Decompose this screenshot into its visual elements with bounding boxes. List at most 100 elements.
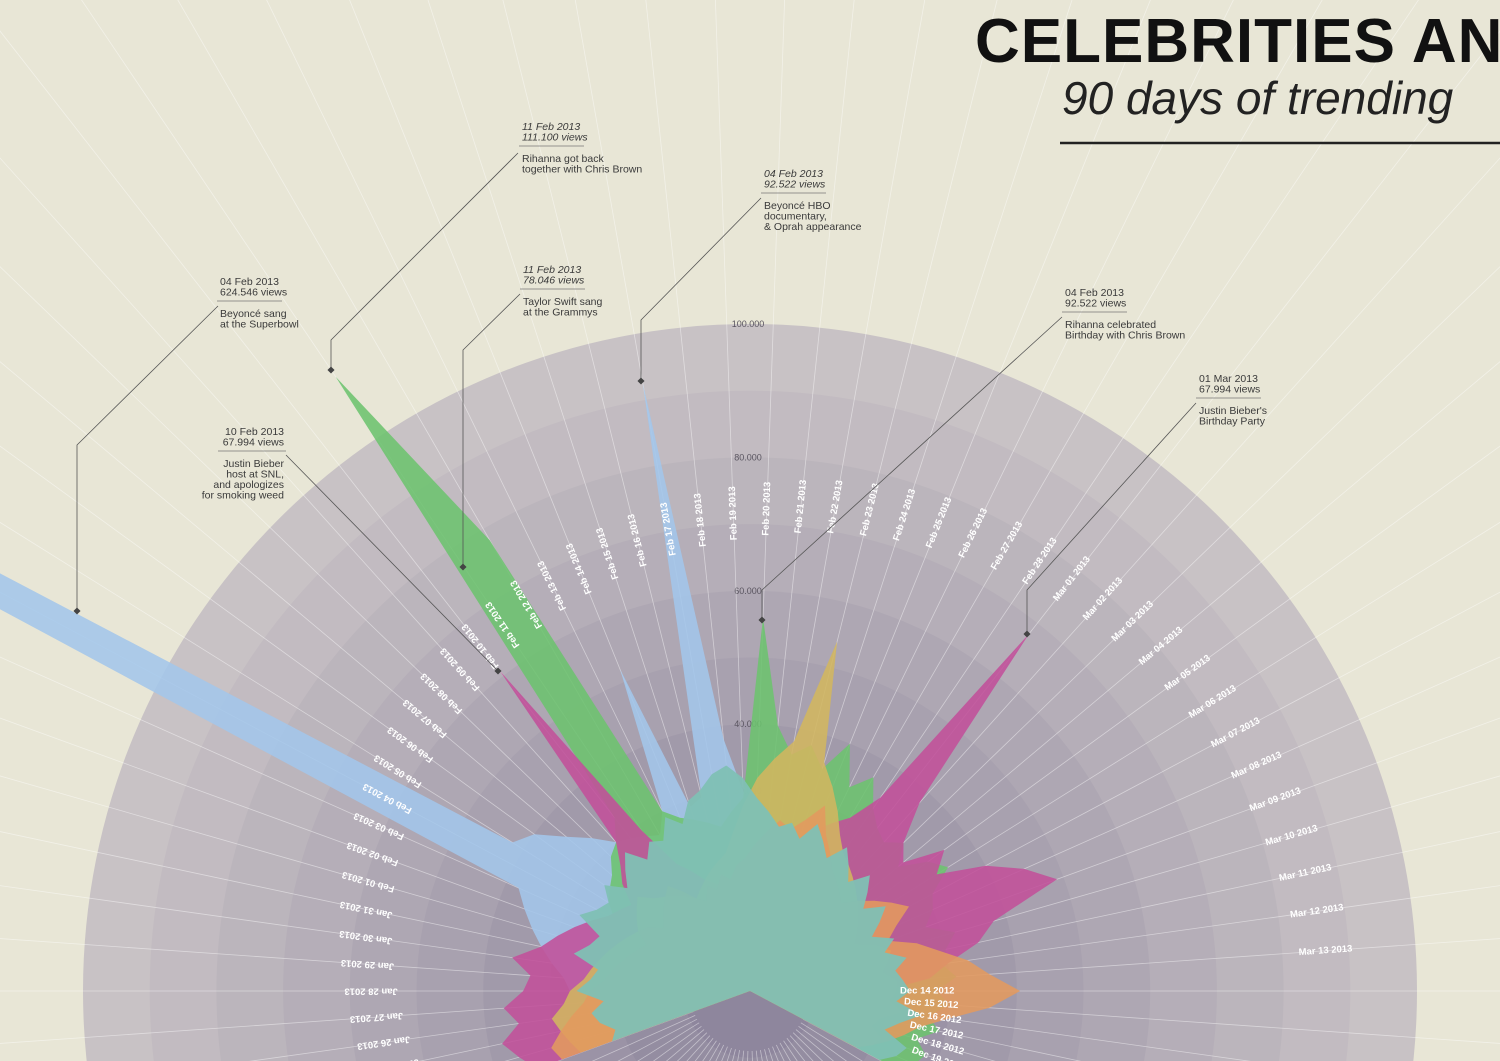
- annotation-text: Justin Bieber's: [1199, 405, 1267, 417]
- category-label: Feb 20 2013: [760, 482, 773, 536]
- spoke: [809, 998, 1251, 1061]
- annotation-views: 92.522 views: [1065, 298, 1126, 310]
- spoke: [0, 445, 702, 957]
- marker: [73, 607, 81, 615]
- spoke: [804, 656, 1500, 967]
- spoke: [714, 0, 749, 932]
- annotation-date: 04 Feb 2013: [1065, 287, 1124, 299]
- spoke: [0, 994, 691, 1044]
- series-area: [573, 765, 922, 1060]
- spoke: [0, 157, 711, 947]
- spoke: [775, 0, 1234, 938]
- annotation-views: 624.546 views: [220, 287, 287, 299]
- spoke: [0, 938, 691, 988]
- spoke: [798, 445, 1500, 957]
- spoke: [783, 0, 1419, 942]
- category-label: Jan 29 2013: [341, 957, 395, 972]
- category-label: Mar 13 2013: [1298, 943, 1353, 958]
- annotation-text: Beyoncé HBO: [764, 200, 831, 212]
- y-tick-label: 80.000: [734, 452, 762, 462]
- chart-title: CELEBRITIES AN: [975, 7, 1500, 76]
- spoke: [0, 775, 693, 975]
- spoke: [0, 656, 696, 967]
- category-label: Jan 27 2013: [349, 1010, 403, 1025]
- marker: [637, 377, 645, 385]
- annotation-text: host at SNL,: [226, 469, 284, 481]
- spoke: [808, 1003, 1082, 1061]
- annotation-text: Rihanna got back: [522, 153, 604, 165]
- marker: [459, 563, 467, 571]
- annotation-text: documentary,: [764, 211, 827, 223]
- leader-line: [462, 293, 521, 567]
- annotation-views: 111.100 views: [522, 132, 588, 144]
- annotation-text: Taylor Swift sang: [523, 296, 603, 308]
- spoke: [800, 521, 1500, 960]
- marker: [758, 616, 766, 624]
- spoke: [760, 0, 926, 932]
- spoke: [802, 591, 1500, 964]
- spoke: [779, 0, 1323, 940]
- annotation-text: & Oprah appearance: [764, 221, 862, 233]
- chart-subtitle: 90 days of trending: [1062, 72, 1454, 124]
- spoke: [502, 0, 736, 933]
- spoke: [0, 885, 691, 984]
- y-tick-label: 100.000: [732, 319, 765, 329]
- annotation-text: Rihanna celebrated: [1065, 319, 1156, 331]
- marker: [494, 667, 502, 675]
- annotation-text: together with Chris Brown: [522, 164, 642, 176]
- spoke: [792, 266, 1500, 950]
- annotation-date: 04 Feb 2013: [220, 276, 279, 288]
- annotation-date: 01 Mar 2013: [1199, 373, 1258, 385]
- spoke: [789, 157, 1500, 947]
- category-label: Feb 19 2013: [727, 486, 740, 540]
- spoke: [809, 885, 1500, 984]
- marker: [327, 366, 335, 374]
- annotation-text: Birthday Party: [1199, 416, 1266, 428]
- spoke: [768, 0, 1073, 935]
- annotation-date: 10 Feb 2013: [225, 426, 284, 438]
- spoke: [0, 521, 700, 960]
- leader-line: [330, 152, 519, 370]
- annotation-text: and apologizes: [213, 479, 284, 491]
- spoke: [809, 994, 1500, 1044]
- annotation-views: 67.994 views: [1199, 384, 1260, 396]
- leader-line: [1026, 402, 1197, 634]
- annotation-views: 92.522 views: [764, 179, 826, 191]
- spoke: [772, 0, 1151, 936]
- y-tick-label: 60.000: [734, 586, 762, 596]
- annotation-text: Birthday with Chris Brown: [1065, 330, 1185, 342]
- category-label: Dec 15 2012: [904, 996, 959, 1011]
- spoke: [755, 0, 855, 932]
- annotation-views: 78.046 views: [523, 275, 585, 287]
- annotation-text: at the Superbowl: [220, 319, 299, 331]
- spoke: [427, 0, 732, 935]
- annotation-date: 11 Feb 2013: [523, 264, 581, 276]
- leader-line: [640, 197, 762, 381]
- category-label: Jan 28 2013: [344, 985, 397, 996]
- spoke: [0, 831, 692, 979]
- spoke: [0, 361, 705, 953]
- spoke: [645, 0, 745, 932]
- annotation-date: 11 Feb 2013: [522, 121, 580, 133]
- annotation-views: 67.994 views: [223, 437, 284, 449]
- spoke: [418, 1003, 692, 1061]
- spoke: [0, 717, 694, 971]
- annotation-date: 04 Feb 2013: [764, 168, 823, 180]
- areas: [0, 376, 1058, 1061]
- spoke: [795, 361, 1500, 953]
- category-label: Dec 14 2012: [900, 986, 954, 997]
- leader-line: [76, 305, 219, 611]
- spoke: [266, 0, 725, 938]
- annotation-text: for smoking weed: [202, 490, 284, 502]
- leader-line: [761, 316, 1063, 620]
- leader-line: [285, 454, 499, 672]
- annotation-text: at the Grammys: [523, 307, 598, 319]
- annotation-text: Beyoncé sang: [220, 308, 287, 320]
- annotation-text: Justin Bieber: [223, 458, 284, 470]
- spoke: [807, 775, 1500, 975]
- y-tick-label: 40.000: [734, 719, 762, 729]
- spoke: [808, 831, 1500, 979]
